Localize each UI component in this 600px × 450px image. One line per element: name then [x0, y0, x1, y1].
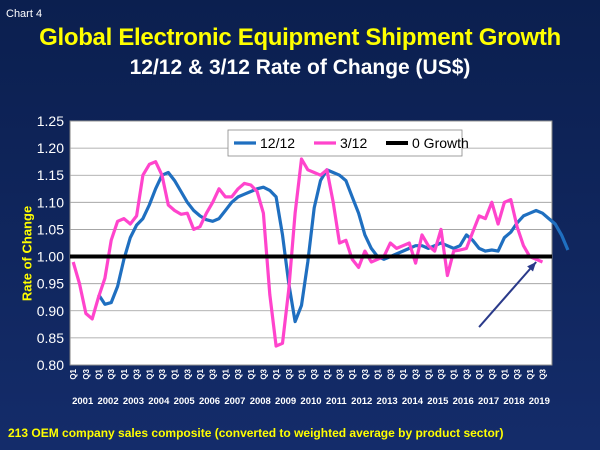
x-year-tick-label: 2014	[402, 396, 424, 407]
series-line-12-12	[97, 168, 570, 324]
x-year-tick-label: 2001	[72, 396, 94, 407]
x-quarter-tick-label: Q1	[145, 368, 154, 379]
x-quarter-tick-label: Q3	[285, 368, 294, 379]
x-year-tick-label: 2007	[224, 396, 245, 407]
x-year-tick-label: 2006	[199, 396, 220, 407]
y-tick-label: 1.00	[37, 249, 64, 265]
trend-arrow-head	[527, 261, 537, 272]
x-quarter-tick-label: Q1	[120, 368, 129, 379]
x-quarter-tick-label: Q3	[513, 368, 522, 379]
x-quarter-tick-label: Q3	[538, 368, 547, 379]
y-tick-label: 1.05	[37, 221, 64, 237]
x-quarter-tick-label: Q3	[209, 368, 218, 379]
x-quarter-tick-label: Q3	[412, 368, 421, 379]
x-quarter-tick-label: Q3	[310, 368, 319, 379]
y-tick-label: 0.95	[37, 276, 64, 292]
x-quarter-tick-label: Q1	[424, 368, 433, 379]
x-year-tick-label: 2013	[377, 396, 398, 407]
x-quarter-tick-label: Q1	[348, 368, 357, 379]
x-quarter-tick-label: Q3	[386, 368, 395, 379]
x-year-tick-label: 2005	[174, 396, 196, 407]
x-year-tick-label: 2008	[250, 396, 271, 407]
y-tick-label: 1.15	[37, 167, 64, 183]
x-year-tick-label: 2016	[453, 396, 474, 407]
x-quarter-tick-label: Q1	[297, 368, 306, 379]
y-tick-label: 1.10	[37, 194, 64, 210]
x-year-tick-label: 2009	[275, 396, 296, 407]
y-tick-label: 0.80	[37, 357, 64, 373]
y-tick-label: 0.90	[37, 303, 64, 319]
x-year-tick-label: 2003	[123, 396, 144, 407]
series-line-3-12	[71, 157, 544, 348]
x-year-tick-label: 2002	[97, 396, 118, 407]
x-quarter-tick-label: Q3	[488, 368, 497, 379]
y-tick-label: 1.20	[37, 140, 64, 156]
trend-arrow-shaft	[478, 261, 537, 328]
legend-label: 3/12	[340, 135, 367, 151]
x-quarter-tick-label: Q3	[336, 368, 345, 379]
x-quarter-tick-label: Q3	[82, 368, 91, 379]
chart-title: Global Electronic Equipment Shipment Gro…	[39, 24, 561, 51]
x-year-tick-label: 2015	[427, 396, 449, 407]
x-quarter-tick-label: Q1	[196, 368, 205, 379]
x-quarter-tick-label: Q1	[221, 368, 230, 379]
y-tick-label: 1.25	[37, 113, 64, 129]
x-year-tick-label: 2018	[503, 396, 524, 407]
chart-subtitle: 12/12 & 3/12 Rate of Change (US$)	[129, 56, 471, 79]
x-quarter-tick-label: Q3	[133, 368, 142, 379]
x-quarter-tick-label: Q3	[234, 368, 243, 379]
y-tick-label: 0.85	[37, 330, 64, 346]
x-quarter-tick-label: Q3	[259, 368, 268, 379]
x-quarter-tick-label: Q1	[450, 368, 459, 379]
x-quarter-tick-label: Q1	[95, 368, 104, 379]
x-quarter-tick-label: Q3	[437, 368, 446, 379]
x-quarter-tick-label: Q1	[374, 368, 383, 379]
x-year-tick-label: 2019	[529, 396, 550, 407]
x-quarter-tick-label: Q1	[69, 368, 78, 379]
chart-number-label: Chart 4	[6, 8, 43, 20]
legend-box	[227, 129, 463, 157]
x-year-tick-label: 2017	[478, 396, 499, 407]
x-year-tick-label: 2010	[300, 396, 321, 407]
x-quarter-tick-label: Q1	[526, 368, 535, 379]
x-quarter-tick-label: Q1	[247, 368, 256, 379]
x-quarter-tick-label: Q3	[361, 368, 370, 379]
x-year-tick-label: 2011	[326, 396, 347, 407]
legend-label: 0 Growth	[412, 135, 469, 151]
x-quarter-tick-label: Q1	[500, 368, 509, 379]
x-year-tick-label: 2012	[351, 396, 372, 407]
legend-label: 12/12	[260, 135, 295, 151]
x-quarter-tick-label: Q3	[158, 368, 167, 379]
x-quarter-tick-label: Q1	[323, 368, 332, 379]
x-quarter-tick-label: Q1	[399, 368, 408, 379]
x-quarter-tick-label: Q1	[272, 368, 281, 379]
x-quarter-tick-label: Q1	[475, 368, 484, 379]
x-quarter-tick-label: Q1	[171, 368, 180, 379]
x-quarter-tick-label: Q3	[462, 368, 471, 379]
x-quarter-tick-label: Q3	[107, 368, 116, 379]
footnote: 213 OEM company sales composite (convert…	[8, 426, 504, 440]
x-year-tick-label: 2004	[148, 396, 170, 407]
x-quarter-tick-label: Q3	[183, 368, 192, 379]
